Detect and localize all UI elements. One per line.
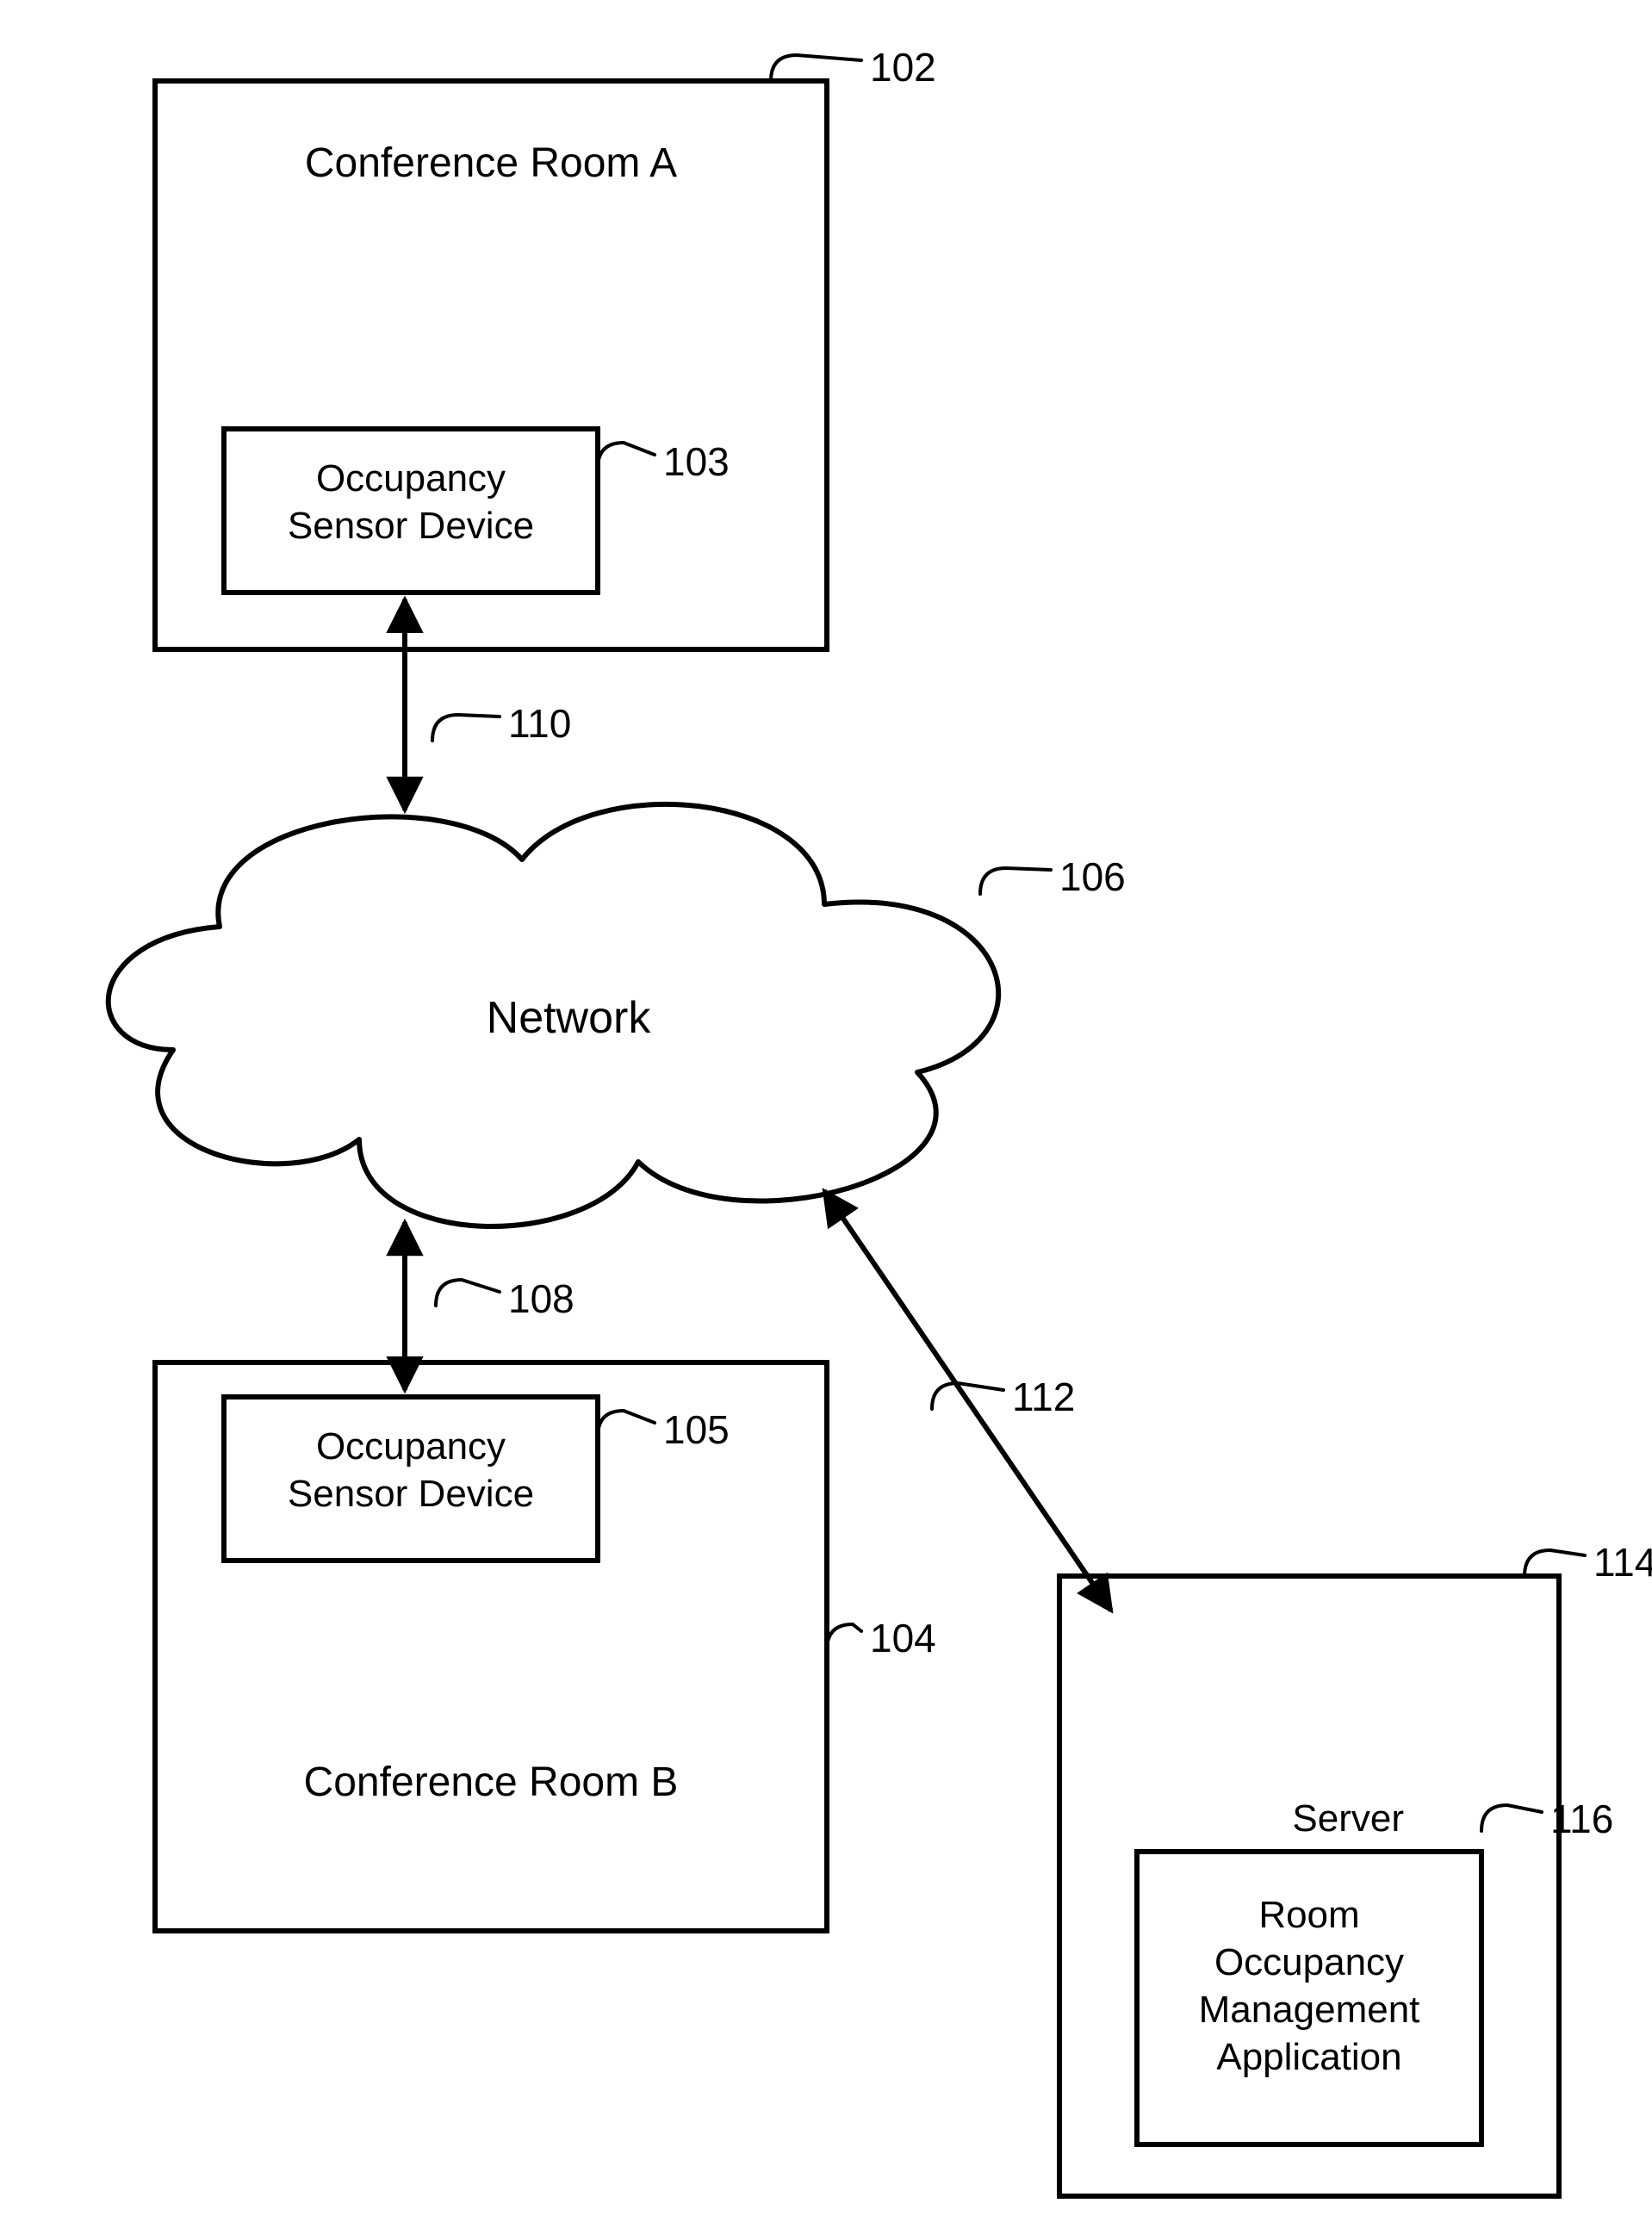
app-label: Room Occupancy Management Application bbox=[1137, 1891, 1481, 2081]
ref-102: 102 bbox=[870, 43, 936, 93]
room-b-title: Conference Room B bbox=[155, 1757, 827, 1809]
ref-108: 108 bbox=[508, 1275, 574, 1325]
room-a-title: Conference Room A bbox=[155, 138, 827, 189]
ref-110: 110 bbox=[508, 699, 571, 749]
network-label: Network bbox=[276, 990, 861, 1046]
ref-114: 114 bbox=[1593, 1538, 1652, 1588]
ref-103: 103 bbox=[663, 438, 730, 487]
server-title: Server bbox=[1059, 1795, 1490, 1842]
ref-106: 106 bbox=[1059, 853, 1126, 903]
ref-112: 112 bbox=[1012, 1373, 1075, 1423]
sensor-b-label: Occupancy Sensor Device bbox=[224, 1423, 598, 1517]
ref-105: 105 bbox=[663, 1406, 730, 1455]
sensor-a-label: Occupancy Sensor Device bbox=[224, 455, 598, 549]
ref-104: 104 bbox=[870, 1614, 936, 1664]
ref-116: 116 bbox=[1550, 1795, 1613, 1845]
